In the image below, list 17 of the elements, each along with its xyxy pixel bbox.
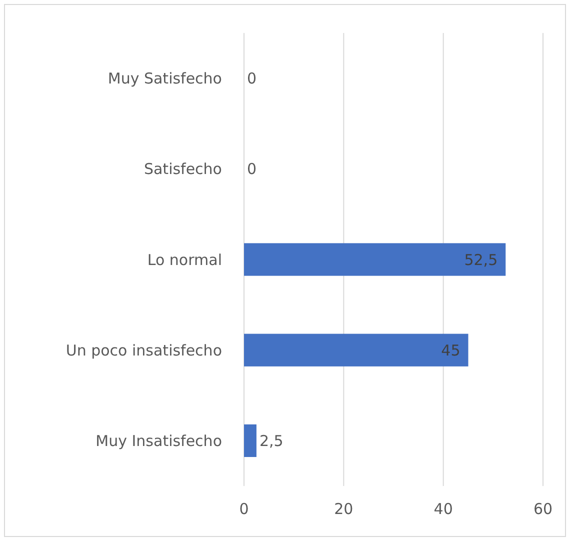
data-label: 52,5: [464, 250, 498, 269]
data-label: 45: [441, 341, 460, 360]
x-tick-label: 60: [533, 500, 553, 518]
y-tick-label: Un poco insatisfecho: [66, 341, 222, 360]
y-tick-label: Lo normal: [147, 250, 222, 269]
data-label: 0: [247, 70, 257, 88]
bar: [244, 243, 506, 276]
x-tick-label: 20: [334, 500, 354, 518]
data-label: 2,5: [259, 432, 284, 450]
bar: [244, 424, 256, 458]
y-tick-label: Muy Insatisfecho: [96, 432, 222, 450]
bar: [244, 334, 468, 366]
y-tick-label: Muy Satisfecho: [108, 70, 222, 88]
y-tick-label: Satisfecho: [144, 160, 222, 178]
x-tick-label: 40: [434, 500, 453, 518]
x-tick-label: 0: [239, 500, 249, 518]
data-label: 0: [247, 160, 257, 178]
